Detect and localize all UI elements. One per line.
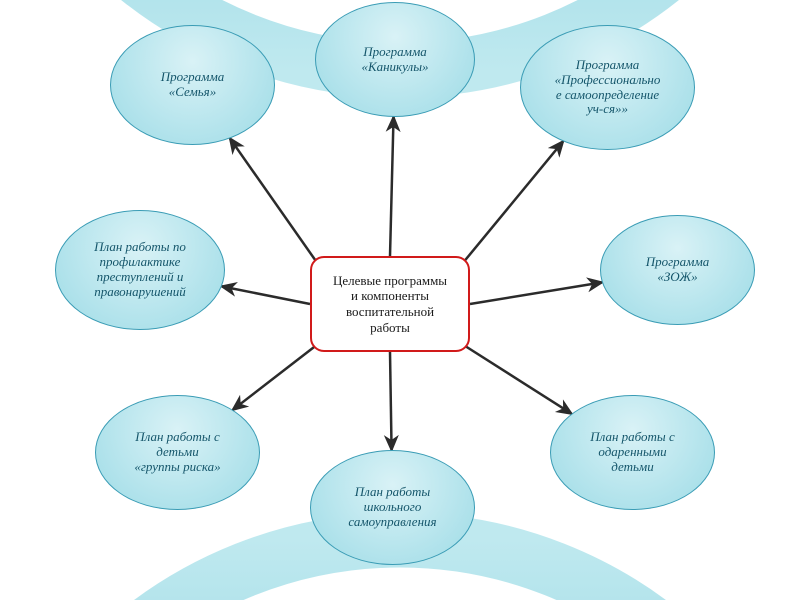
bubble-zoh: Программа «ЗОЖ» (600, 215, 755, 325)
bubble-label: План работы школьного самоуправления (338, 479, 446, 536)
bubble-family: Программа «Семья» (110, 25, 275, 145)
bubble-label: План работы по профилактике преступлений… (84, 234, 196, 306)
center-label: Целевые программы и компоненты воспитате… (323, 267, 457, 341)
bubble-label: Программа «Каникулы» (351, 39, 438, 81)
bubble-prevention: План работы по профилактике преступлений… (55, 210, 225, 330)
bubble-label: План работы с детьми «группы риска» (124, 424, 230, 481)
bubble-label: План работы с одаренными детьми (580, 424, 685, 481)
bubble-profession: Программа «Профессионально е самоопредел… (520, 25, 695, 150)
bubble-label: Программа «ЗОЖ» (636, 249, 720, 291)
bubble-selfgov: План работы школьного самоуправления (310, 450, 475, 565)
center-box: Целевые программы и компоненты воспитате… (310, 256, 470, 352)
bubble-risk: План работы с детьми «группы риска» (95, 395, 260, 510)
bubble-label: Программа «Профессионально е самоопредел… (545, 52, 671, 124)
bubble-gifted: План работы с одаренными детьми (550, 395, 715, 510)
diagram-canvas: { "type": "radial-diagram", "canvas": { … (0, 0, 800, 600)
bubble-label: Программа «Семья» (151, 64, 235, 106)
bubble-holidays: Программа «Каникулы» (315, 2, 475, 117)
